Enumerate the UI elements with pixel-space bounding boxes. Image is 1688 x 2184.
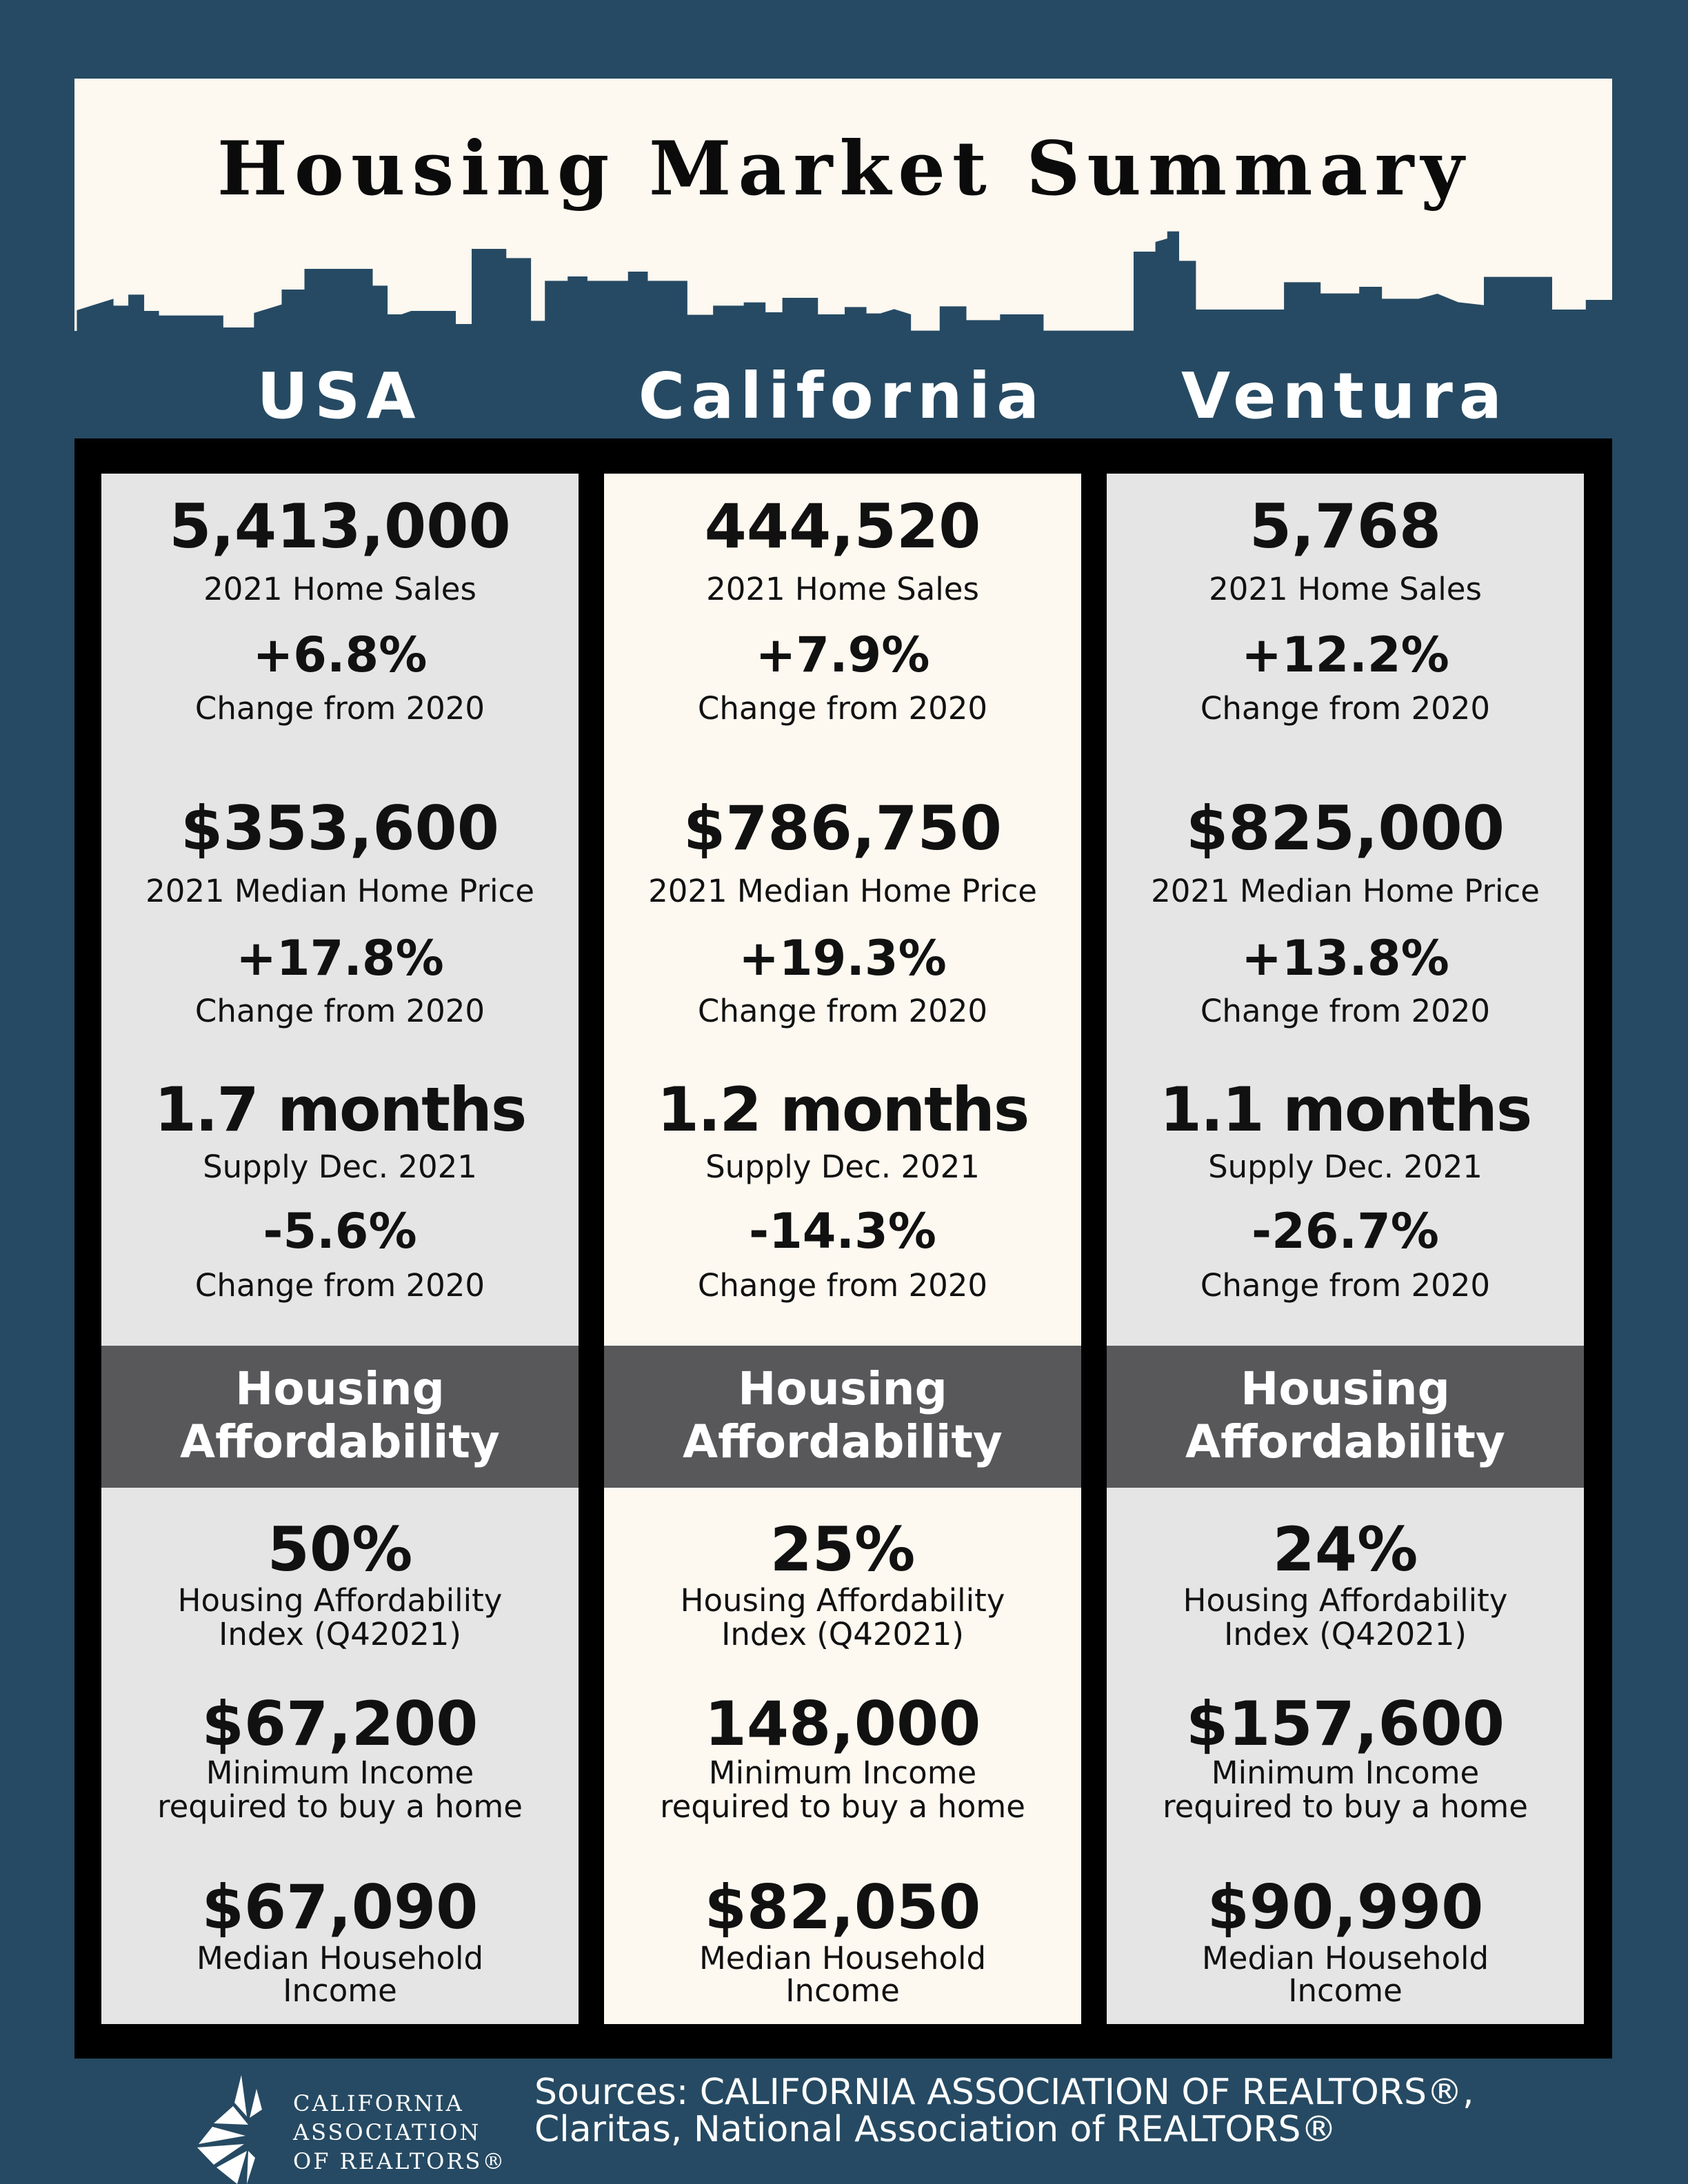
- affordability-header-band: Housing Affordability: [604, 1346, 1081, 1488]
- column-usa: 5,413,000 2021 Home Sales +6.8% Change f…: [101, 474, 579, 2024]
- column-california: 444,520 2021 Home Sales +7.9% Change fro…: [604, 474, 1081, 2024]
- minimum-income-label-1: Minimum Income: [1211, 1755, 1480, 1791]
- median-income-label-2: Income: [283, 1972, 397, 2009]
- region-heading-usa: USA: [257, 359, 422, 433]
- median-income-label-2: Income: [785, 1972, 900, 2009]
- affordability-index-value: 50%: [267, 1514, 413, 1585]
- median-income-value: $82,050: [704, 1872, 981, 1943]
- car-logo-text: CALIFORNIA ASSOCIATION OF REALTORS®: [293, 2089, 506, 2176]
- median-income-value: $90,990: [1207, 1872, 1484, 1943]
- change-label: Change from 2020: [1200, 993, 1491, 1029]
- home-sales-label: 2021 Home Sales: [706, 571, 979, 607]
- median-price-label: 2021 Median Home Price: [1151, 873, 1540, 909]
- page-title: Housing Market Summary: [217, 125, 1471, 212]
- change-label: Change from 2020: [194, 1267, 485, 1304]
- sources-line-1: Sources: CALIFORNIA ASSOCIATION OF REALT…: [534, 2072, 1474, 2113]
- logo-line: OF REALTORS®: [293, 2148, 507, 2174]
- supply-label: Supply Dec. 2021: [1208, 1149, 1483, 1185]
- sources-note: Sources: CALIFORNIA ASSOCIATION OF REALT…: [534, 2074, 1474, 2148]
- affordability-header-band: Housing Affordability: [101, 1346, 579, 1488]
- affordability-header-line1: Housing: [1240, 1362, 1450, 1415]
- supply-change: -5.6%: [263, 1203, 417, 1260]
- affordability-header-line2: Affordability: [1185, 1415, 1505, 1468]
- change-label: Change from 2020: [194, 690, 485, 727]
- region-heading-ventura: Ventura: [1181, 359, 1508, 433]
- median-income-label-1: Median Household: [1201, 1940, 1489, 1976]
- median-income-value: $67,090: [201, 1872, 479, 1943]
- median-price-change: +17.8%: [236, 930, 444, 987]
- minimum-income-label-2: required to buy a home: [660, 1788, 1025, 1825]
- supply-change: -14.3%: [749, 1203, 936, 1260]
- supply-change: -26.7%: [1252, 1203, 1439, 1260]
- home-sales-value: 5,413,000: [169, 491, 511, 562]
- supply-value: 1.7 months: [154, 1074, 527, 1145]
- logo-line: CALIFORNIA: [293, 2090, 464, 2116]
- logo-line: ASSOCIATION: [293, 2119, 481, 2145]
- minimum-income-label-2: required to buy a home: [157, 1788, 523, 1825]
- home-sales-value: 5,768: [1249, 491, 1442, 562]
- region-heading-california: California: [638, 359, 1046, 433]
- minimum-income-label-1: Minimum Income: [205, 1755, 474, 1791]
- car-logo-icon: [197, 2075, 262, 2184]
- median-income-label-1: Median Household: [196, 1940, 484, 1976]
- minimum-income-label-2: required to buy a home: [1163, 1788, 1528, 1825]
- city-skyline-illustration: [77, 231, 1620, 345]
- affordability-header-line2: Affordability: [683, 1415, 1003, 1468]
- affordability-index-value: 25%: [770, 1514, 916, 1585]
- median-income-label-1: Median Household: [699, 1940, 987, 1976]
- home-sales-value: 444,520: [704, 491, 981, 562]
- change-label: Change from 2020: [194, 993, 485, 1029]
- minimum-income-value: $157,600: [1185, 1688, 1505, 1759]
- supply-label: Supply Dec. 2021: [203, 1149, 477, 1185]
- home-sales-change: +12.2%: [1241, 627, 1449, 683]
- sources-line-2: Claritas, National Association of REALTO…: [534, 2109, 1337, 2150]
- change-label: Change from 2020: [697, 1267, 988, 1304]
- change-label: Change from 2020: [697, 993, 988, 1029]
- minimum-income-label-1: Minimum Income: [708, 1755, 977, 1791]
- affordability-index-value: 24%: [1272, 1514, 1418, 1585]
- affordability-header-line1: Housing: [738, 1362, 947, 1415]
- affordability-index-label-2: Index (Q42021): [1224, 1616, 1467, 1652]
- affordability-index-label-2: Index (Q42021): [721, 1616, 964, 1652]
- affordability-header-line2: Affordability: [180, 1415, 500, 1468]
- home-sales-change: +6.8%: [252, 627, 428, 683]
- home-sales-label: 2021 Home Sales: [1209, 571, 1482, 607]
- affordability-header-line1: Housing: [235, 1362, 445, 1415]
- change-label: Change from 2020: [1200, 1267, 1491, 1304]
- supply-value: 1.2 months: [656, 1074, 1029, 1145]
- affordability-index-label-2: Index (Q42021): [219, 1616, 461, 1652]
- change-label: Change from 2020: [1200, 690, 1491, 727]
- median-income-label-2: Income: [1288, 1972, 1403, 2009]
- home-sales-label: 2021 Home Sales: [203, 571, 476, 607]
- median-price-change: +19.3%: [738, 930, 947, 987]
- minimum-income-value: $67,200: [201, 1688, 479, 1759]
- median-price-value: $786,750: [683, 793, 1003, 864]
- affordability-index-label-1: Housing Affordability: [680, 1582, 1005, 1619]
- affordability-header-band: Housing Affordability: [1107, 1346, 1584, 1488]
- median-price-label: 2021 Median Home Price: [648, 873, 1037, 909]
- median-price-label: 2021 Median Home Price: [145, 873, 534, 909]
- supply-value: 1.1 months: [1159, 1074, 1532, 1145]
- median-price-change: +13.8%: [1241, 930, 1449, 987]
- change-label: Change from 2020: [697, 690, 988, 727]
- affordability-index-label-1: Housing Affordability: [1183, 1582, 1508, 1619]
- median-price-value: $353,600: [180, 793, 500, 864]
- home-sales-change: +7.9%: [755, 627, 930, 683]
- median-price-value: $825,000: [1185, 793, 1505, 864]
- minimum-income-value: 148,000: [704, 1688, 981, 1759]
- affordability-index-label-1: Housing Affordability: [177, 1582, 503, 1619]
- supply-label: Supply Dec. 2021: [705, 1149, 980, 1185]
- column-ventura: 5,768 2021 Home Sales +12.2% Change from…: [1107, 474, 1584, 2024]
